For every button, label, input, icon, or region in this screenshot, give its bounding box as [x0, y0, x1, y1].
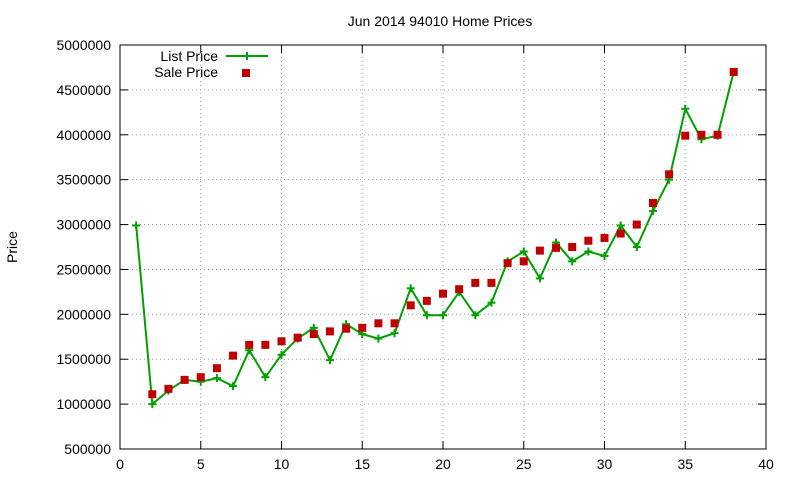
legend-label: List Price: [160, 48, 218, 64]
x-tick-label: 15: [354, 456, 370, 472]
list-price-point: [568, 257, 577, 266]
sale-price-point: [229, 351, 238, 360]
list-price-point: [325, 356, 334, 365]
list-price-line: [135, 71, 735, 406]
list-price-point: [519, 247, 528, 256]
sale-price-point: [374, 319, 383, 328]
x-tick-label: 20: [435, 456, 451, 472]
sale-price-point: [697, 130, 706, 139]
list-price-point: [471, 311, 480, 320]
sale-price-point: [471, 278, 480, 287]
sale-price-point: [584, 236, 593, 245]
sale-price-point: [406, 301, 415, 310]
sale-price-point: [293, 333, 302, 342]
legend-label: Sale Price: [154, 64, 218, 80]
list-price-point: [648, 207, 657, 216]
sale-price-point: [503, 259, 512, 268]
sale-price-point: [729, 67, 738, 76]
y-tick-label: 1000000: [56, 396, 111, 412]
y-axis-label: Price: [4, 231, 20, 263]
x-tick-label: 40: [758, 456, 774, 472]
sale-price-point: [180, 375, 189, 384]
list-price-point: [487, 298, 496, 307]
x-tick-label: 0: [116, 456, 124, 472]
chart-title: Jun 2014 94010 Home Prices: [348, 13, 532, 29]
plot-frame: [119, 44, 767, 450]
x-tick-label: 35: [677, 456, 693, 472]
y-tick-label: 4000000: [56, 127, 111, 143]
sale-price-point: [148, 390, 157, 399]
sale-price-point: [212, 364, 221, 373]
sale-price-point: [342, 324, 351, 333]
sale-price-point: [519, 257, 528, 266]
sale-price-point: [616, 229, 625, 238]
x-tick-label: 10: [274, 456, 290, 472]
sale-price-point: [164, 384, 173, 393]
x-tick-label: 30: [597, 456, 613, 472]
list-price-point: [422, 311, 431, 320]
list-price-point: [632, 243, 641, 251]
y-tick-label: 3500000: [56, 172, 111, 188]
series-sale-price: [148, 67, 738, 399]
series-list-price: [132, 67, 738, 409]
list-price-point: [132, 221, 141, 230]
y-tick-label: 5000000: [56, 37, 111, 53]
legend-marker: [242, 69, 250, 77]
list-price-point: [616, 221, 625, 230]
list-price-point: [681, 104, 690, 113]
sale-price-point: [277, 337, 286, 346]
list-price-point: [406, 284, 415, 293]
sale-price-point: [325, 327, 334, 336]
sale-price-point: [648, 199, 657, 208]
list-price-point: [439, 311, 447, 320]
sale-price-point: [600, 234, 609, 243]
series-layer: [132, 67, 738, 409]
list-price-point: [374, 334, 383, 343]
y-tick-label: 2500000: [56, 261, 111, 277]
sale-price-point: [439, 289, 447, 298]
list-price-point: [229, 382, 238, 391]
sale-price-point: [632, 220, 641, 229]
grid: [120, 45, 766, 449]
sale-price-point: [665, 170, 674, 179]
sale-price-point: [422, 296, 431, 305]
sale-price-point: [309, 330, 318, 339]
y-tick-label: 4500000: [56, 82, 111, 98]
legend-marker: [243, 52, 251, 60]
sale-price-point: [261, 340, 270, 349]
sale-price-point: [681, 131, 690, 140]
list-price-point: [212, 374, 221, 383]
list-price-point: [277, 350, 286, 359]
y-tick-label: 1500000: [56, 351, 111, 367]
list-price-point: [148, 400, 157, 409]
sale-price-point: [358, 323, 367, 332]
y-tick-label: 3000000: [56, 217, 111, 233]
sale-price-point: [390, 319, 399, 328]
sale-price-point: [535, 246, 544, 255]
sale-price-point: [487, 278, 496, 287]
sale-price-point: [245, 340, 254, 349]
list-price-point: [600, 251, 609, 260]
list-price-point: [584, 247, 593, 256]
sale-price-point: [552, 243, 561, 252]
sale-price-point: [713, 130, 722, 139]
list-price-point: [261, 373, 270, 382]
x-tick-label: 5: [197, 456, 205, 472]
y-tick-label: 500000: [64, 441, 111, 457]
x-tick-label: 25: [516, 456, 532, 472]
list-price-point: [535, 274, 544, 283]
sale-price-point: [568, 243, 577, 251]
list-price-point: [390, 329, 399, 338]
sale-price-point: [455, 285, 464, 294]
y-tick-label: 2000000: [56, 306, 111, 322]
sale-price-point: [196, 373, 205, 382]
axis-ticks: 500000 1000000 1500000 2000000 2500000 300000…: [56, 37, 774, 472]
